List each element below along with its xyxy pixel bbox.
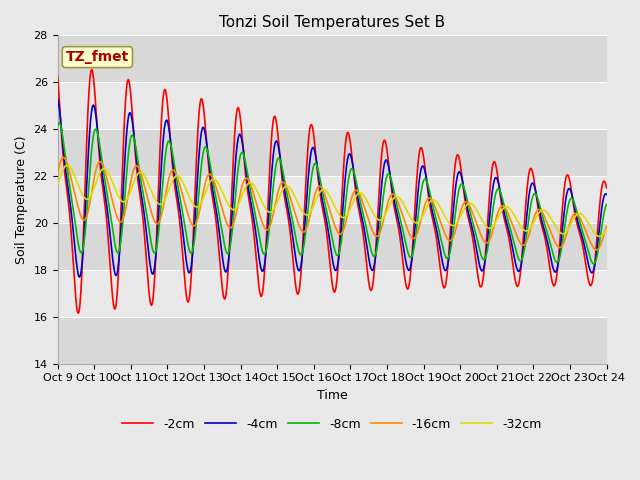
X-axis label: Time: Time	[317, 389, 348, 402]
-16cm	[149, 214, 157, 220]
Bar	[58, 317, 607, 364]
-4cm	[76, 274, 83, 280]
Line: -16cm: -16cm	[58, 157, 607, 250]
-8cm	[54, 123, 61, 129]
-2cm	[74, 310, 82, 316]
-8cm	[55, 120, 63, 126]
-8cm	[149, 248, 157, 253]
Title: Tonzi Soil Temperatures Set B: Tonzi Soil Temperatures Set B	[219, 15, 445, 30]
-16cm	[603, 224, 611, 229]
-8cm	[288, 215, 296, 221]
Bar	[58, 176, 607, 223]
Bar	[58, 82, 607, 129]
-2cm	[592, 246, 600, 252]
-2cm	[88, 67, 95, 72]
-8cm	[592, 257, 600, 263]
-4cm	[264, 221, 272, 227]
Line: -8cm: -8cm	[58, 123, 607, 264]
-16cm	[54, 172, 61, 178]
-2cm	[54, 72, 61, 78]
-8cm	[533, 193, 541, 199]
Bar	[58, 36, 607, 82]
-16cm	[592, 247, 600, 253]
-16cm	[288, 201, 296, 206]
-2cm	[116, 220, 124, 226]
-32cm	[63, 162, 71, 168]
-4cm	[533, 193, 541, 199]
-8cm	[603, 202, 611, 207]
-32cm	[264, 209, 272, 215]
-4cm	[149, 271, 157, 277]
-32cm	[288, 188, 296, 194]
-2cm	[264, 193, 272, 199]
Bar	[58, 223, 607, 270]
-8cm	[264, 235, 272, 240]
-32cm	[596, 234, 604, 240]
-8cm	[590, 261, 598, 267]
-32cm	[603, 226, 611, 232]
-2cm	[149, 295, 157, 301]
Legend: -2cm, -4cm, -8cm, -16cm, -32cm: -2cm, -4cm, -8cm, -16cm, -32cm	[117, 413, 547, 436]
-2cm	[603, 185, 611, 191]
-32cm	[533, 214, 541, 219]
Line: -32cm: -32cm	[58, 165, 607, 237]
Text: TZ_fmet: TZ_fmet	[66, 50, 129, 64]
-4cm	[116, 239, 124, 244]
-4cm	[603, 192, 611, 197]
Line: -2cm: -2cm	[58, 70, 607, 313]
-16cm	[533, 208, 541, 214]
-16cm	[264, 227, 272, 232]
-8cm	[116, 242, 124, 248]
-2cm	[289, 249, 296, 255]
Line: -4cm: -4cm	[58, 98, 607, 277]
-4cm	[54, 96, 61, 101]
-16cm	[116, 219, 124, 225]
-2cm	[533, 198, 541, 204]
-16cm	[593, 247, 600, 253]
-32cm	[54, 182, 61, 188]
Y-axis label: Soil Temperature (C): Soil Temperature (C)	[15, 135, 28, 264]
-4cm	[288, 229, 296, 235]
Bar	[58, 270, 607, 317]
Bar	[58, 129, 607, 176]
-16cm	[60, 155, 67, 160]
-4cm	[592, 255, 600, 261]
-32cm	[592, 232, 600, 238]
-32cm	[116, 197, 124, 203]
-32cm	[149, 192, 157, 197]
